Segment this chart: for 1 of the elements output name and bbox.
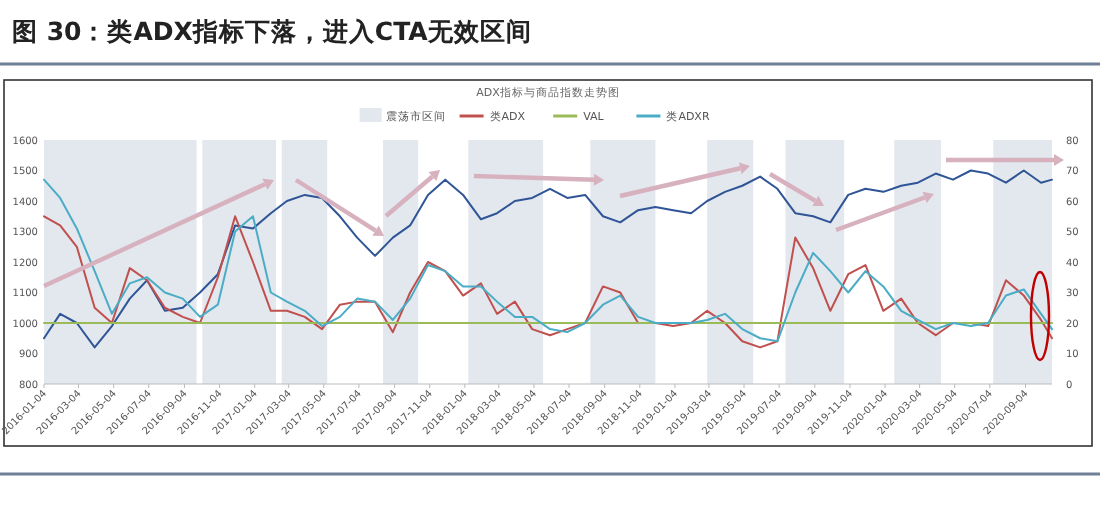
title: 图 30：类ADX指标下落，进入CTA无效区间 (12, 16, 532, 46)
